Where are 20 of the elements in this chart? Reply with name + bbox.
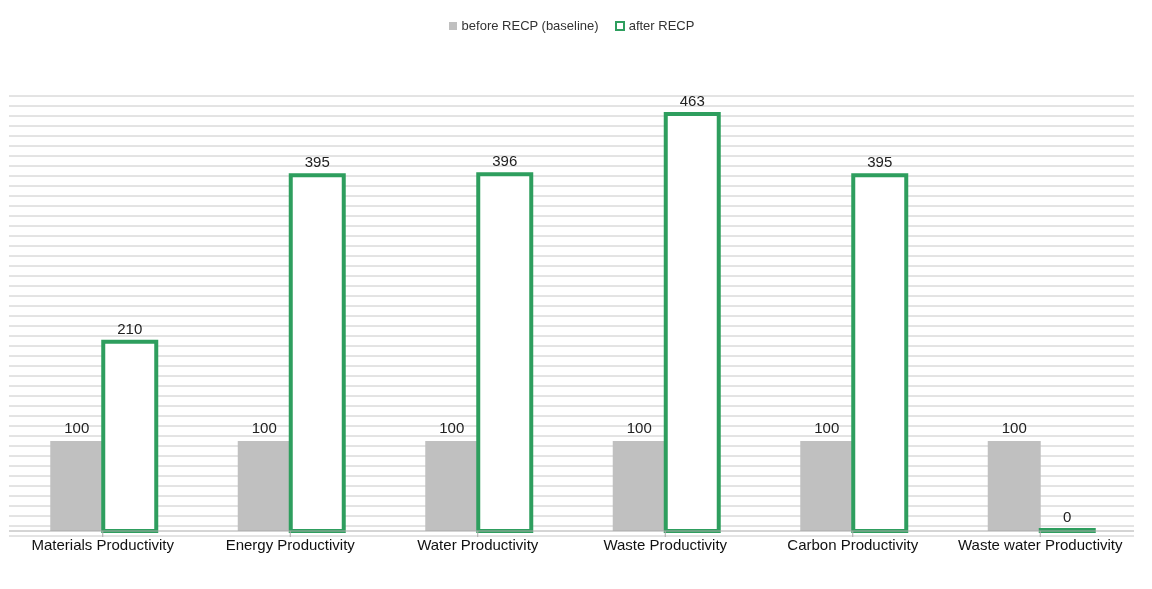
legend-label: before RECP (baseline) xyxy=(461,18,599,33)
data-label: 100 xyxy=(251,418,277,436)
data-label: 100 xyxy=(1001,418,1027,436)
legend-label: after RECP xyxy=(628,18,695,33)
x-tick-label: Materials Productivity xyxy=(31,535,175,553)
data-label: 395 xyxy=(304,153,330,171)
x-tick-label: Waste water Productivity xyxy=(958,535,1123,553)
data-label: 396 xyxy=(492,152,518,170)
x-tick-label: Carbon Productivity xyxy=(787,535,919,553)
x-tick-label: Energy Productivity xyxy=(225,535,356,553)
data-label: 210 xyxy=(117,319,143,337)
data-label: 100 xyxy=(439,418,465,436)
data-label: 100 xyxy=(626,418,652,436)
data-label: 395 xyxy=(867,153,893,171)
x-tick-label: Waste Productivity xyxy=(603,535,728,553)
data-label: 0 xyxy=(1063,508,1072,525)
x-tick-label: Water Productivity xyxy=(417,535,539,553)
data-label: 463 xyxy=(679,92,705,110)
data-label: 100 xyxy=(64,418,90,436)
data-label: 100 xyxy=(814,418,840,436)
